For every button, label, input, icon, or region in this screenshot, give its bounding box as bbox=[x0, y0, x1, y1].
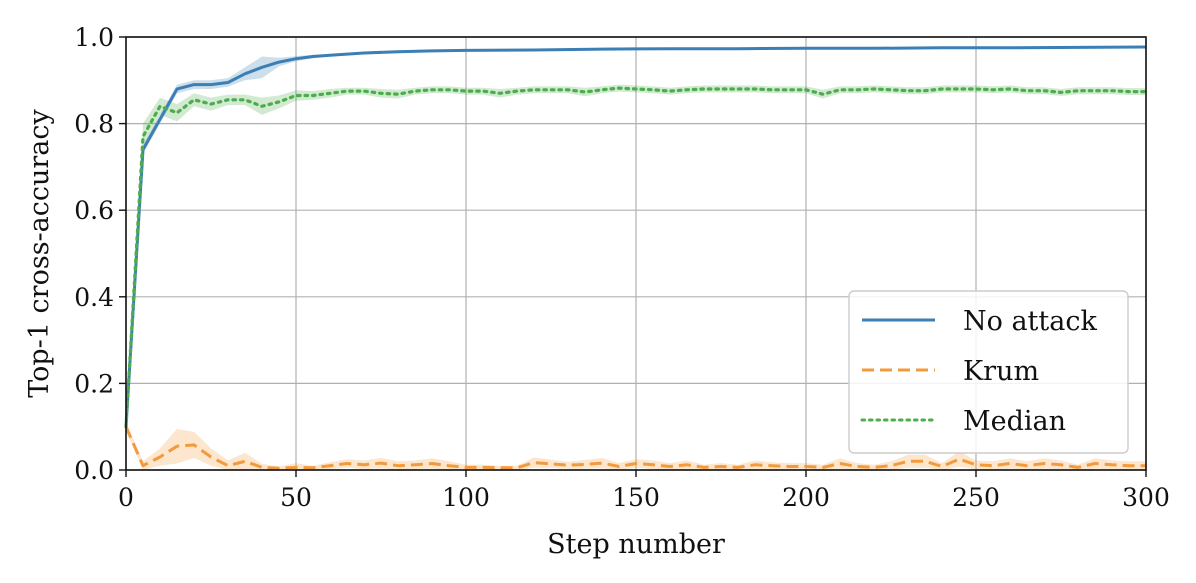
x-tick-label: 150 bbox=[612, 483, 660, 512]
y-axis-title: Top-1 cross-accuracy bbox=[24, 108, 55, 397]
legend-label: No attack bbox=[963, 306, 1097, 337]
series-line-no-attack bbox=[124, 45, 1147, 427]
y-tick-label: 1.0 bbox=[74, 23, 114, 52]
band-krum bbox=[126, 422, 1146, 470]
x-axis-title: Step number bbox=[547, 529, 725, 560]
legend-label: Median bbox=[963, 406, 1066, 437]
x-tick-label: 250 bbox=[952, 483, 1000, 512]
x-tick-label: 0 bbox=[118, 483, 134, 512]
series-line-median bbox=[124, 86, 1148, 429]
legend: No attack Krum Median bbox=[848, 290, 1129, 454]
confidence-bands bbox=[126, 46, 1146, 470]
y-tick-label: 0.8 bbox=[74, 110, 114, 139]
x-axis-ticks: 0 50 100 150 200 250 300 bbox=[118, 470, 1170, 512]
legend-label: Krum bbox=[963, 356, 1039, 387]
band-no-attack bbox=[126, 46, 1146, 431]
y-tick-label: 0.4 bbox=[74, 283, 114, 312]
series-lines bbox=[124, 45, 1148, 470]
y-tick-label: 0.0 bbox=[74, 456, 114, 485]
x-tick-label: 100 bbox=[442, 483, 490, 512]
y-axis-ticks: 0.0 0.2 0.4 0.6 0.8 1.0 bbox=[74, 23, 126, 485]
x-tick-label: 50 bbox=[280, 483, 312, 512]
y-tick-label: 0.2 bbox=[74, 369, 114, 398]
y-tick-label: 0.6 bbox=[74, 196, 114, 225]
legend-box bbox=[848, 290, 1129, 454]
series-line-krum bbox=[124, 426, 1146, 470]
x-tick-label: 300 bbox=[1122, 483, 1170, 512]
x-tick-label: 200 bbox=[782, 483, 830, 512]
